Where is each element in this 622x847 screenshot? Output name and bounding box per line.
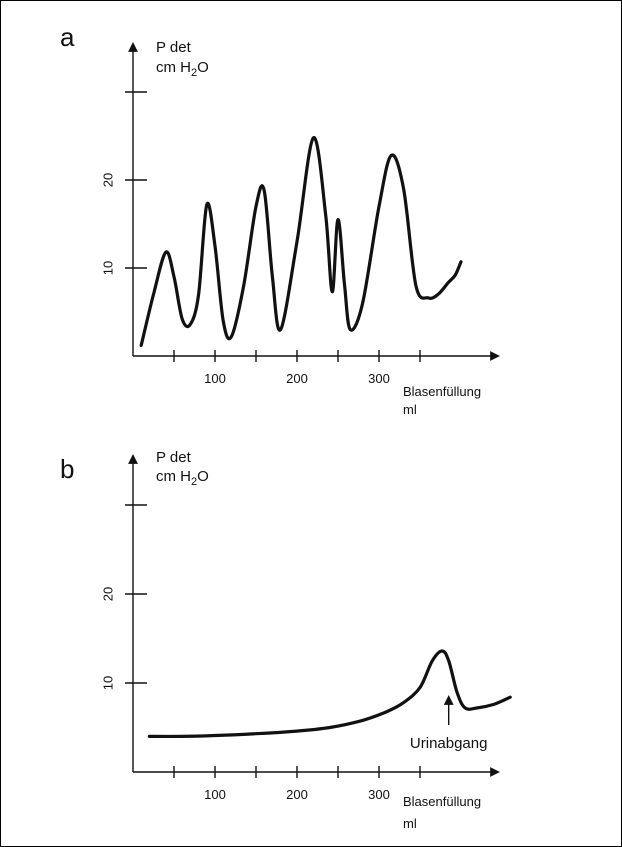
y-tick-label-b-20: 20	[101, 587, 116, 601]
x-tick-label-a-100: 100	[204, 371, 226, 386]
x-tick-label-a-200: 200	[286, 371, 308, 386]
y-axis-label-a-line1: P det	[156, 39, 192, 56]
series-line-a	[139, 136, 463, 347]
x-tick-label-b-200: 200	[286, 787, 308, 802]
chart-a: a P det cm H2O 100 200 300 10 20 Blasenfüllu…	[60, 22, 500, 417]
chart-b: b P det cm H2O 100 200 300 10 20 Blasenfüllu…	[60, 449, 512, 831]
tick-labels-a: 100 200 300 10 20	[101, 173, 390, 386]
x-axis-label-b-line2: ml	[403, 816, 417, 831]
y-tick-label-a-10: 10	[101, 261, 116, 275]
ticks-a	[125, 91, 421, 362]
x-axis-label-a-line2: ml	[403, 402, 417, 417]
ticks-b	[125, 504, 421, 778]
x-axis-label-a-line1: Blasenfüllung	[403, 384, 481, 399]
y-axis-label-b-line2: cm H2O	[156, 468, 209, 488]
urinabgang-annotation: Urinabgang	[410, 735, 488, 752]
tick-labels-b: 100 200 300 10 20	[101, 587, 390, 802]
y-axis-label-b-line1: P det	[156, 449, 192, 466]
y-axis-label-a-line2: cm H2O	[156, 59, 209, 79]
panel-letter-b: b	[60, 454, 74, 484]
x-axis-label-b-line1: Blasenfüllung	[403, 794, 481, 809]
x-tick-label-b-300: 300	[368, 787, 390, 802]
x-tick-label-b-100: 100	[204, 787, 226, 802]
x-tick-label-a-300: 300	[368, 371, 390, 386]
y-tick-label-a-20: 20	[101, 173, 116, 187]
series-line-b	[147, 649, 512, 739]
y-tick-label-b-10: 10	[101, 676, 116, 690]
panel-letter-a: a	[60, 22, 75, 52]
